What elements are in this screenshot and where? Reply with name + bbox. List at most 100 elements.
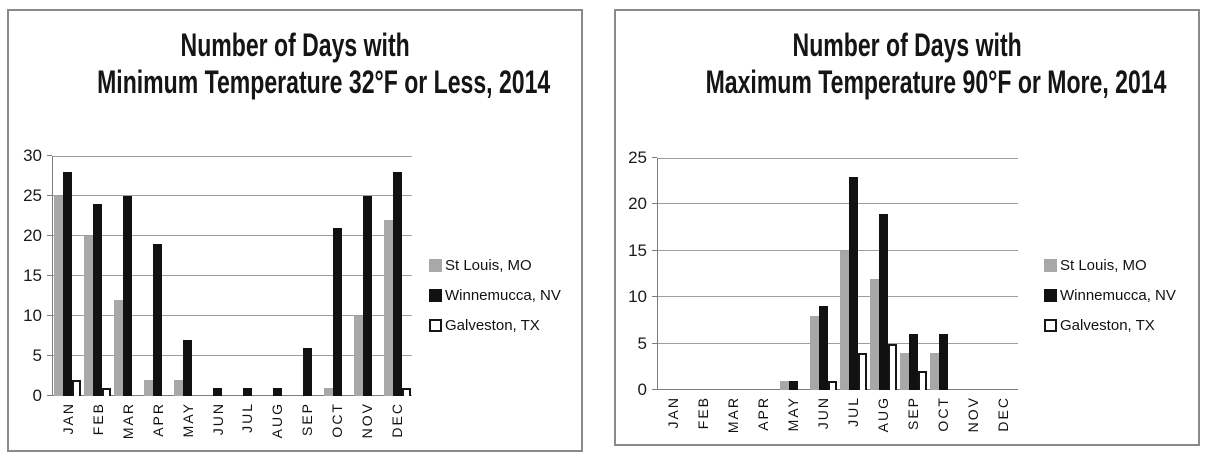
chart-panel-max-temp: Number of Days with Maximum Temperature …	[614, 9, 1200, 446]
y-axis-label: 15	[628, 240, 647, 260]
bar-group-sep	[292, 156, 322, 396]
bar-oct-st-louis	[323, 388, 333, 396]
bar-group-aug	[868, 158, 898, 390]
x-label-cell: MAY	[778, 396, 808, 448]
x-axis-label-may: MAY	[785, 396, 801, 432]
x-label-cell: FEB	[83, 402, 113, 454]
chart-panel-min-temp: Number of Days with Minimum Temperature …	[7, 9, 583, 452]
bar-group-dec	[988, 158, 1018, 390]
legend-item: Winnemucca, NV	[1044, 280, 1176, 310]
y-axis-tick	[47, 235, 52, 236]
x-axis-label-apr: APR	[149, 402, 166, 437]
bar-group-mar	[113, 156, 143, 396]
legend-swatch	[429, 258, 442, 272]
x-label-cell: APR	[143, 402, 173, 454]
legend-item: Galveston, TX	[429, 310, 561, 340]
bar-group-oct	[322, 156, 352, 396]
x-axis-label-jul: JUL	[845, 396, 861, 427]
y-axis-label: 0	[637, 380, 647, 399]
y-axis-label: 25	[628, 148, 647, 167]
bar-group-mar	[718, 158, 748, 390]
gridline	[53, 315, 412, 316]
y-axis-line	[657, 158, 658, 390]
bar-aug-winnemucca	[272, 388, 282, 396]
bar-jun-winnemucca	[213, 388, 223, 396]
bar-group-sep	[898, 158, 928, 390]
bar-group-jun	[808, 158, 838, 390]
legend-label: Galveston, TX	[1060, 316, 1155, 334]
bar-dec-st-louis	[383, 220, 393, 396]
legend: St Louis, MO Winnemucca, NV Galveston, TX	[429, 250, 561, 340]
plot-area	[52, 156, 412, 396]
bar-jan-galveston	[72, 380, 82, 396]
x-label-cell: JUL	[233, 402, 263, 454]
x-label-cell: NOV	[958, 396, 988, 448]
bar-jan-winnemucca	[63, 172, 73, 396]
x-axis-label-nov: NOV	[359, 402, 376, 439]
x-label-cell: OCT	[928, 396, 958, 448]
y-axis-label: 5	[32, 346, 42, 365]
bar-sep-winnemucca	[908, 334, 918, 390]
bar-nov-winnemucca	[362, 196, 372, 396]
chart-title-line1: Number of Days with	[180, 27, 410, 63]
gridline	[658, 249, 1018, 251]
bar-may-winnemucca	[183, 340, 193, 396]
x-axis-label-aug: AUG	[269, 402, 286, 439]
y-axis-tick	[47, 355, 52, 356]
gridline	[53, 156, 412, 157]
legend-swatch	[1044, 318, 1057, 332]
bar-aug-winnemucca	[878, 213, 888, 390]
bar-aug-st-louis	[869, 278, 879, 390]
legend: St Louis, MO Winnemucca, NV Galveston, TX	[1044, 250, 1176, 340]
y-axis-label: 15	[23, 266, 42, 285]
x-label-cell: APR	[748, 396, 778, 448]
bars-row	[53, 156, 412, 396]
legend-label: Winnemucca, NV	[445, 286, 561, 304]
bar-group-oct	[928, 158, 958, 390]
bar-group-may	[778, 158, 808, 390]
y-axis-tick	[652, 342, 657, 344]
x-axis-label-dec: DEC	[995, 396, 1011, 432]
bar-sep-st-louis	[899, 352, 909, 390]
x-axis-label-dec: DEC	[389, 402, 406, 438]
x-axis-label-sep: SEP	[905, 396, 921, 431]
y-axis-tick	[652, 203, 657, 205]
y-axis-line	[52, 156, 53, 396]
y-axis-tick	[652, 157, 657, 158]
bar-jun-st-louis	[809, 315, 819, 390]
y-axis-label: 10	[628, 287, 647, 307]
x-label-cell: MAR	[718, 396, 748, 448]
bar-group-jun	[203, 156, 233, 396]
x-label-cell: SEP	[292, 402, 322, 454]
gridline	[53, 355, 412, 356]
bar-jul-st-louis	[839, 250, 849, 390]
y-axis-label: 20	[23, 226, 42, 245]
x-label-cell: DEC	[988, 396, 1018, 448]
gridline	[658, 203, 1018, 205]
x-label-cell: AUG	[868, 396, 898, 448]
bar-jul-galveston	[857, 352, 867, 390]
x-axis-labels: JAN FEB MAR APR MAY JUN JUL AUG SEP OCT NOV DEC	[53, 402, 412, 454]
x-label-cell: OCT	[322, 402, 352, 454]
gridline	[53, 235, 412, 236]
bar-sep-galveston	[917, 371, 927, 390]
bar-mar-winnemucca	[123, 196, 133, 396]
bar-nov-st-louis	[353, 316, 363, 396]
x-axis-label-jun: JUN	[209, 402, 226, 436]
x-axis-label-jan: JAN	[665, 396, 681, 429]
bar-feb-winnemucca	[93, 204, 103, 396]
bar-jan-st-louis	[54, 196, 64, 396]
bar-feb-st-louis	[84, 236, 94, 396]
bar-group-nov	[958, 158, 988, 390]
x-axis-label-jan: JAN	[59, 402, 76, 435]
x-label-cell: FEB	[688, 396, 718, 448]
chart-title-line2: Minimum Temperature 32°F or Less, 2014	[97, 64, 551, 100]
legend-item: St Louis, MO	[1044, 250, 1176, 280]
x-label-cell: DEC	[382, 402, 412, 454]
bar-dec-galveston	[401, 388, 411, 396]
bar-apr-st-louis	[144, 380, 154, 396]
x-axis-label-may: MAY	[179, 402, 196, 438]
bar-oct-winnemucca	[332, 228, 342, 396]
y-axis-tick	[47, 315, 52, 316]
legend-item: Galveston, TX	[1044, 310, 1176, 340]
